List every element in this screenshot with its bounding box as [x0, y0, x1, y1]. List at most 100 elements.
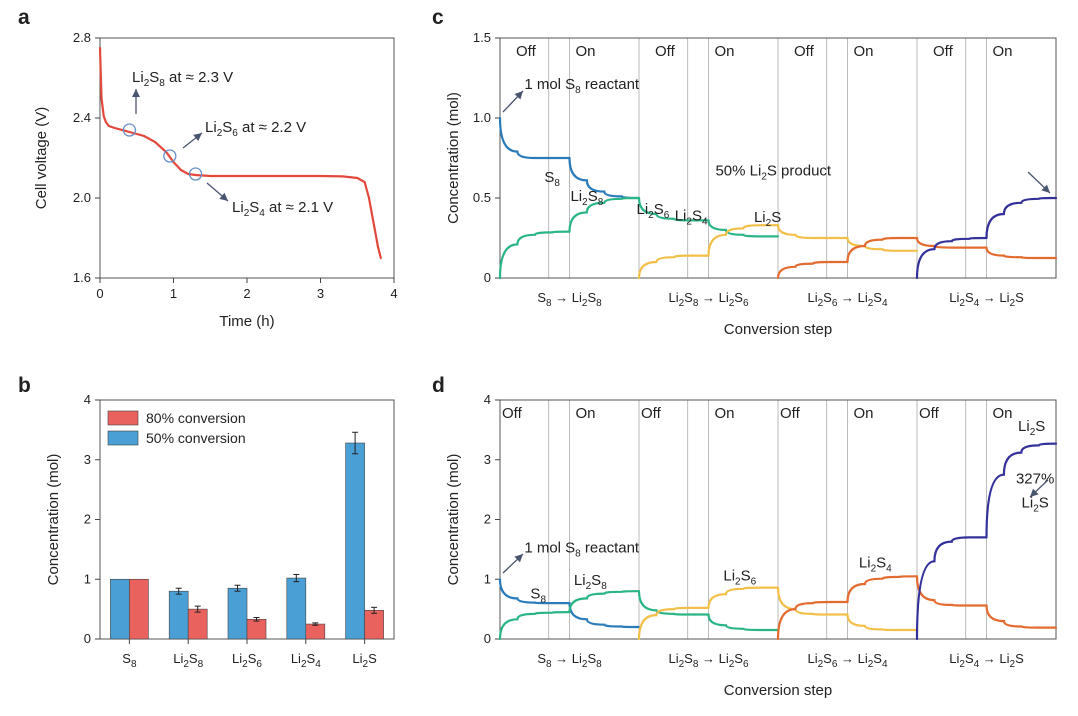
error-bar: [371, 606, 378, 614]
curve-li2s8: [637, 196, 710, 222]
legend-swatch: [107, 430, 139, 446]
phase-label: Off: [794, 43, 815, 60]
bar-50-conversion: [110, 578, 130, 640]
x-tick-label: Li2​S6​: [232, 651, 262, 670]
bar-50-conversion: [345, 442, 365, 640]
y-tick-label: 1.0: [473, 110, 491, 125]
error-bar: [312, 622, 319, 626]
x-tick-label: Li2​S: [352, 651, 377, 670]
annotation-arrow: [182, 132, 203, 149]
annotation-arrow: [132, 89, 140, 114]
species-label: Li2​S: [1018, 418, 1045, 438]
curve-li2s6: [776, 224, 849, 240]
curve-li2s4: [846, 236, 919, 264]
species-label: Li2​S: [754, 209, 781, 229]
y-tick-label: 1: [84, 571, 91, 586]
x-tick-label: 0: [96, 286, 103, 301]
x-step-label: S8​ → Li2​S8​: [537, 290, 602, 309]
curve-li2s: [985, 442, 1058, 539]
panel-label-c: c: [432, 6, 444, 29]
y-tick-label: 2.8: [73, 30, 91, 45]
curve-li2s8: [707, 613, 780, 632]
legend: 80% conversion 50% conversion: [107, 410, 246, 446]
phase-label: On: [993, 43, 1013, 60]
x-tick-label: Li2​S8​: [173, 651, 203, 670]
annotation-label: Li2​S8​ at ≈ 2.3 V: [132, 69, 233, 89]
annotation-arrow: [1029, 479, 1049, 498]
error-bar: [253, 616, 260, 622]
legend-label: 80% conversion: [146, 410, 246, 426]
x-tick-label: Li2​S4​: [291, 651, 321, 670]
x-tick-label: S8​: [122, 651, 137, 670]
curve-li2s4: [985, 604, 1058, 629]
annotation-arrow: [502, 90, 524, 113]
panel-label-b: b: [18, 374, 31, 397]
curve-li2s: [915, 536, 988, 641]
annotation-label: 327%: [1016, 471, 1054, 488]
error-bar: [234, 584, 241, 592]
annotation-arrow: [502, 553, 524, 574]
y-axis-label: Concentration (mol): [445, 454, 462, 586]
bar-50-conversion: [168, 590, 189, 640]
annotation-marker: [122, 123, 137, 137]
species-label: S8​: [530, 585, 546, 605]
phase-label: Off: [641, 405, 662, 422]
species-label: S8​: [544, 169, 560, 189]
plot-frame: [99, 37, 395, 279]
panel-label-a: a: [18, 6, 30, 29]
voltage-curve: [98, 46, 382, 260]
annotation-arrow: [1027, 171, 1051, 194]
species-label: Li2​S4​: [859, 554, 892, 574]
phase-label: On: [576, 405, 596, 422]
curve-li2s8: [568, 590, 641, 614]
y-tick-label: 0: [484, 631, 491, 646]
annotation-label: Li2​S: [1022, 495, 1049, 515]
error-bar: [194, 605, 201, 613]
species-label: Li2​S8​: [574, 572, 607, 592]
curve-li2s4: [776, 260, 849, 280]
x-tick-label: 3: [317, 286, 324, 301]
phase-label: On: [854, 43, 874, 60]
bar-50-conversion: [286, 577, 307, 640]
phase-label: Off: [780, 405, 801, 422]
error-bar: [352, 431, 359, 455]
curve-s8: [498, 116, 571, 160]
panel-a-voltage-chart: 0 1 2 3 4 1.6 2.0 2.4 2.8 Time (h) Cell voltage (V…: [33, 30, 398, 330]
y-tick-label: 1.5: [473, 30, 491, 45]
bar-80-conversion: [129, 578, 149, 640]
curve-li2s6: [846, 236, 919, 252]
error-bar: [175, 587, 182, 595]
panel-label-d: d: [432, 374, 445, 397]
y-tick-label: 3: [84, 452, 91, 467]
annotation-label: 1 mol S8​ reactant: [524, 76, 640, 96]
y-tick-label: 0: [484, 270, 491, 285]
y-tick-label: 4: [484, 392, 491, 407]
phase-label: On: [993, 405, 1013, 422]
phase-label: On: [854, 405, 874, 422]
curve-li2s6: [846, 613, 919, 632]
x-axis-label: Time (h): [219, 313, 274, 330]
curve-s8: [568, 602, 641, 629]
legend-label: 50% conversion: [146, 430, 246, 446]
y-tick-label: 2: [84, 512, 91, 527]
phase-label: On: [576, 43, 596, 60]
curve-li2s: [985, 196, 1058, 240]
phase-label: Off: [919, 405, 940, 422]
x-step-label: Li2​S6​ → Li2​S4​: [807, 651, 888, 670]
species-label: Li2​S6​: [723, 567, 756, 587]
phase-label: Off: [933, 43, 954, 60]
annotation-marker: [188, 167, 203, 181]
curve-li2s: [915, 236, 988, 280]
annotation-label: Li2​S4​ at ≈ 2.1 V: [232, 199, 333, 219]
annotation-label: 50% Li2​S product: [715, 163, 831, 183]
x-step-label: Li2​S8​ → Li2​S6​: [668, 651, 749, 670]
x-step-label: Li2​S8​ → Li2​S6​: [668, 290, 749, 309]
annotation-label: 1 mol S8​ reactant: [524, 539, 640, 559]
panel-c-concentration-chart: Off On Off On Off On Off On 0 0.5 1.0 1.5 Concentrat…: [445, 30, 1058, 338]
curve-li2s8: [637, 590, 710, 616]
phase-label: Off: [502, 405, 523, 422]
x-tick-label: 4: [390, 286, 397, 301]
x-axis-label: Conversion step: [724, 682, 832, 699]
curve-li2s6: [707, 586, 780, 609]
